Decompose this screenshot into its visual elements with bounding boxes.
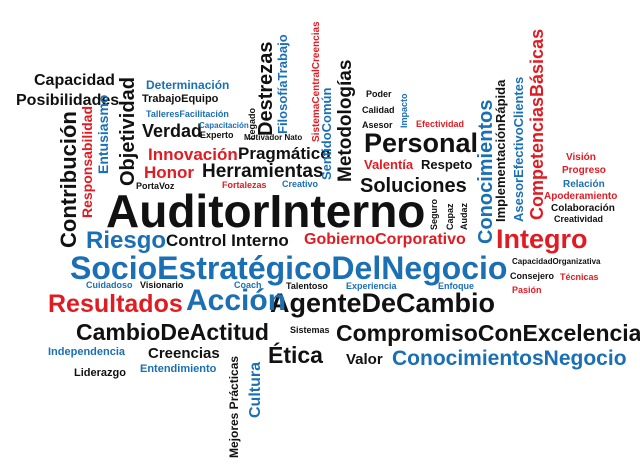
word-control-interno: Control Interno (166, 231, 289, 250)
word-calidad: Calidad (362, 105, 395, 115)
word-destrezas: Destrezas (255, 41, 277, 136)
word-entusiasmo: Entusiasmo (95, 94, 111, 174)
word-metodologias: Metodologías (335, 59, 356, 182)
word-capacidad-organizativa: CapacidadOrganizativa (512, 257, 601, 266)
word-vision: Visión (566, 152, 596, 163)
word-trabajo-equipo: TrabajoEquipo (142, 93, 219, 105)
word-capacitacion: Capacitación (199, 121, 249, 130)
word-apoderamiento: Apoderamiento (544, 191, 618, 202)
word-seguro: Seguro (429, 198, 439, 230)
word-asesor-efectivo-clientes: AsesorEfectivoClientes (511, 76, 526, 222)
word-tecnicas: Técnicas (560, 272, 599, 282)
word-audaz: Audaz (459, 203, 469, 230)
word-creatividad: Creatividad (554, 214, 604, 224)
word-compromiso-excelencia: CompromisoConExcelencia (336, 320, 640, 346)
word-auditor-interno: AuditorInterno (106, 185, 426, 237)
word-talentoso: Talentoso (286, 281, 328, 291)
word-personal: Personal (364, 128, 479, 158)
word-motivador-nato: Motivador Nato (244, 133, 303, 142)
word-herramientas: Herramientas (202, 161, 324, 182)
word-capaz: Capaz (445, 203, 455, 230)
word-cuidadoso: Cuidadoso (86, 280, 133, 290)
word-resultados: Resultados (48, 290, 183, 318)
word-determinacion: Determinación (146, 78, 230, 92)
word-porta-voz: PortaVoz (136, 181, 175, 191)
word-riesgo: Riesgo (86, 227, 167, 254)
word-independencia: Independencia (48, 346, 126, 358)
word-innovacion: Innovación (148, 145, 238, 164)
word-sentido-comun: SentidoComún (319, 87, 334, 180)
word-objetividad: Objetividad (117, 77, 139, 186)
word-conocimientos-negocio: ConocimientosNegocio (392, 347, 627, 370)
word-etica: Ética (268, 342, 323, 368)
word-poder: Poder (366, 89, 392, 99)
word-accion: Acción (186, 284, 287, 317)
word-gobierno-corporativo: GobiernoCorporativo (304, 231, 466, 248)
word-fortalezas: Fortalezas (222, 180, 267, 190)
word-responsabilidad: Responsabilidad (79, 105, 95, 218)
word-consejero: Consejero (510, 271, 555, 281)
word-pragmatico: Pragmático (238, 144, 331, 163)
word-impacto: Impacto (399, 93, 409, 128)
word-relacion: Relación (563, 179, 605, 190)
word-valor: Valor (346, 351, 383, 368)
word-verdad: Verdad (142, 121, 203, 141)
word-cultura: Cultura (247, 362, 264, 418)
word-integro: Integro (496, 224, 588, 254)
word-asesor: Asesor (362, 120, 393, 130)
word-competencias-basicas: CompetenciasBásicas (527, 28, 547, 220)
word-pasion: Pasión (512, 285, 542, 295)
word-entendimiento: Entendimiento (140, 363, 217, 375)
word-valentia: Valentía (364, 157, 414, 172)
word-capacidad: Capacidad (34, 72, 115, 89)
word-honor: Honor (144, 163, 195, 182)
word-soluciones: Soluciones (360, 175, 467, 197)
word-visionario: Visionario (140, 280, 184, 290)
word-cambio-de-actitud: CambioDeActitud (76, 319, 269, 345)
word-respeto: Respeto (421, 157, 473, 172)
word-socio-estrategico: SocioEstratégicoDelNegocio (70, 250, 508, 286)
word-coach: Coach (234, 280, 262, 290)
word-contribucion: Contribución (56, 111, 81, 248)
word-mejores-practicas: Mejores Prácticas (227, 355, 241, 458)
word-sistemas: Sistemas (290, 325, 330, 335)
word-enfoque: Enfoque (438, 281, 474, 291)
word-experiencia: Experiencia (346, 281, 397, 291)
word-talleres-facilitacion: TalleresFacilitación (146, 109, 229, 119)
word-efectividad: Efectividad (416, 119, 465, 129)
word-filosofia-trabajo: FilosofíaTrabajo (275, 34, 290, 134)
word-creativo: Creativo (282, 179, 319, 189)
word-progreso: Progreso (562, 165, 606, 176)
word-agente-de-cambio: AgenteDeCambio (270, 288, 496, 318)
word-posibilidades: Posibilidades (16, 92, 120, 109)
word-creencias: Creencias (148, 345, 220, 362)
word-liderazgo: Liderazgo (74, 367, 126, 379)
word-implementacion-rapida: ImplementaciónRápida (493, 79, 508, 222)
word-colaboracion: Colaboración (551, 203, 615, 214)
word-experto: Experto (200, 130, 234, 140)
